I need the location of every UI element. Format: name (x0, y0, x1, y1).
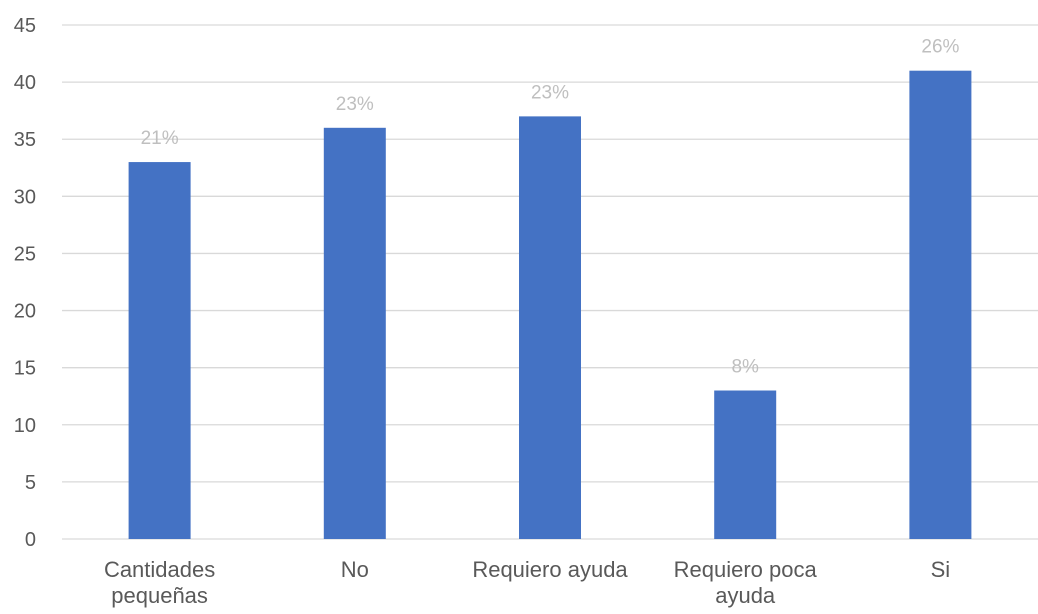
y-tick-label: 20 (14, 301, 36, 323)
data-label: 23% (336, 94, 374, 115)
x-category-label: pequeñas (111, 583, 208, 608)
x-category-label: Requiero ayuda (472, 557, 628, 582)
bar (128, 162, 191, 540)
x-category-label: Requiero poca (674, 557, 818, 582)
y-tick-label: 5 (25, 472, 36, 494)
bar (519, 116, 581, 539)
y-tick-label: 0 (25, 529, 36, 551)
bar (714, 390, 777, 539)
data-label: 26% (921, 37, 959, 58)
data-labels: 21% 23% 23% 8% 26% (141, 37, 960, 378)
data-label: 8% (731, 357, 759, 378)
x-category-label: ayuda (715, 583, 776, 608)
y-tick-label: 45 (14, 15, 36, 37)
bar (323, 127, 386, 540)
x-category-label: Cantidades (104, 557, 215, 582)
y-axis-tick-labels: 0 5 10 15 20 25 30 35 40 45 (14, 15, 36, 551)
y-tick-label: 10 (14, 415, 36, 437)
bar (909, 70, 972, 539)
data-label: 21% (141, 128, 179, 149)
y-tick-label: 35 (14, 129, 36, 151)
y-tick-label: 30 (14, 186, 36, 208)
data-label: 23% (531, 82, 569, 103)
y-tick-label: 40 (14, 72, 36, 94)
y-tick-label: 25 (14, 243, 36, 265)
x-category-label: No (341, 557, 369, 582)
bars (128, 70, 972, 540)
y-tick-label: 15 (14, 358, 36, 380)
x-category-label: Si (931, 557, 951, 582)
